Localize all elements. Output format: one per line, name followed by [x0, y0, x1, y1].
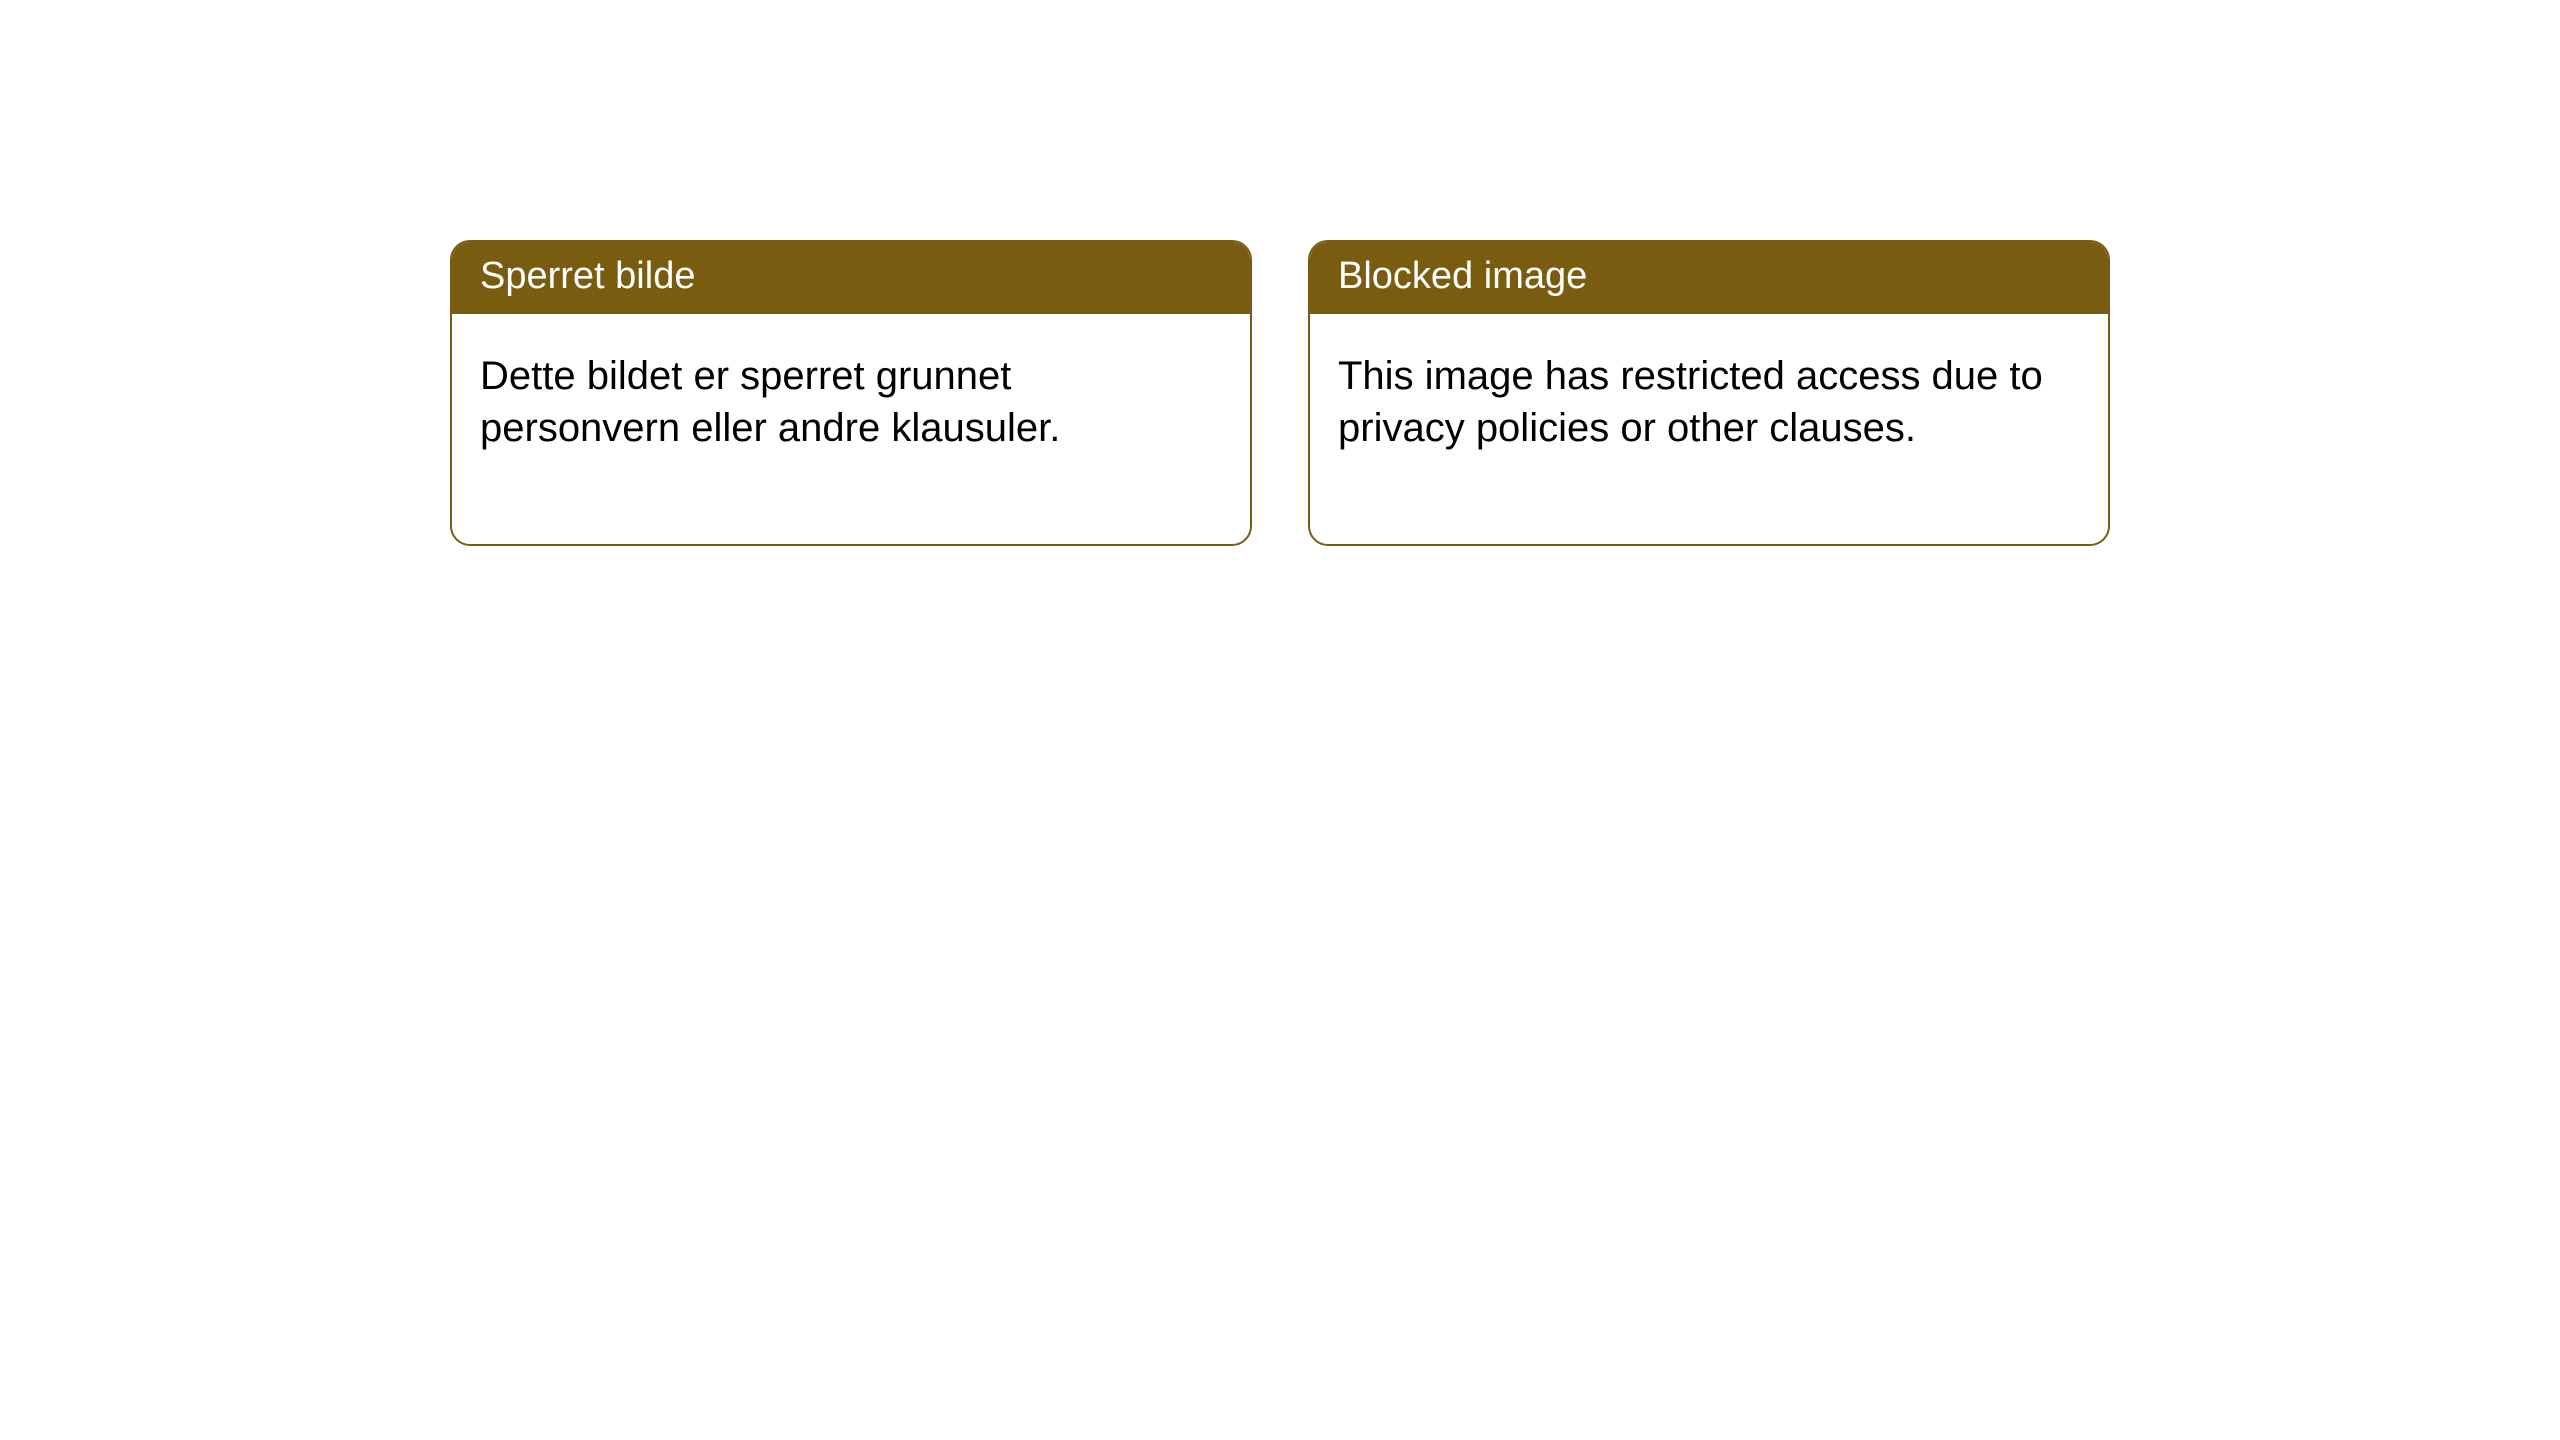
notice-header: Sperret bilde	[452, 242, 1250, 314]
notice-body: This image has restricted access due to …	[1310, 314, 2108, 544]
notice-card-english: Blocked image This image has restricted …	[1308, 240, 2110, 546]
notice-container: Sperret bilde Dette bildet er sperret gr…	[0, 0, 2560, 546]
notice-card-norwegian: Sperret bilde Dette bildet er sperret gr…	[450, 240, 1252, 546]
notice-header: Blocked image	[1310, 242, 2108, 314]
notice-body: Dette bildet er sperret grunnet personve…	[452, 314, 1250, 544]
